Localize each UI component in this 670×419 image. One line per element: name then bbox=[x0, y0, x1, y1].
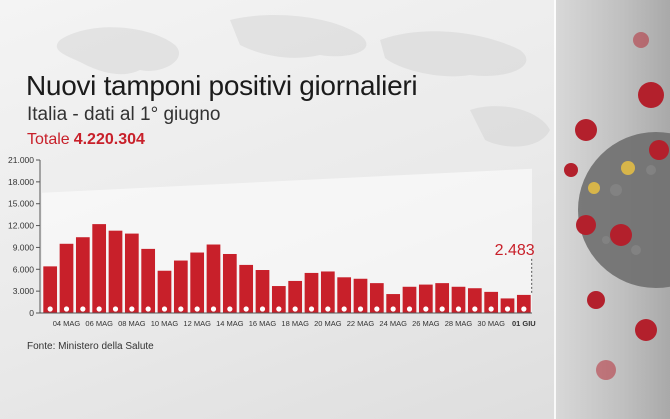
bar bbox=[222, 253, 237, 313]
x-tick-label: 30 MAG bbox=[477, 319, 505, 328]
bar-marker bbox=[357, 306, 364, 312]
bar-marker bbox=[472, 306, 478, 312]
source-note: Fonte: Ministero della Salute bbox=[27, 341, 154, 352]
panel-divider bbox=[554, 0, 556, 419]
bar bbox=[386, 294, 401, 313]
total-line: Totale 4.220.304 bbox=[27, 131, 145, 149]
bar bbox=[108, 230, 123, 313]
bar bbox=[418, 284, 433, 313]
virus-illustration bbox=[556, 0, 670, 419]
x-tick-label: 12 MAG bbox=[183, 319, 211, 328]
bar bbox=[320, 271, 335, 313]
bar bbox=[59, 243, 74, 313]
bar-marker bbox=[455, 306, 462, 312]
bar-marker bbox=[145, 306, 151, 312]
bar bbox=[369, 283, 384, 313]
x-tick-label: 24 MAG bbox=[379, 319, 407, 328]
bar bbox=[255, 270, 270, 313]
x-tick-label: 22 MAG bbox=[347, 319, 375, 328]
bar-marker bbox=[178, 306, 184, 312]
y-tick-label: 21.000 bbox=[8, 155, 34, 165]
x-tick-label: 26 MAG bbox=[412, 319, 440, 328]
bar-marker bbox=[259, 306, 266, 312]
bar bbox=[92, 224, 107, 313]
bar-marker bbox=[488, 306, 494, 312]
bar bbox=[516, 294, 531, 313]
bar-marker bbox=[504, 306, 511, 312]
y-tick-label: 3.000 bbox=[13, 286, 35, 296]
bar-marker bbox=[308, 306, 315, 312]
y-tick-label: 6.000 bbox=[13, 264, 35, 274]
bar bbox=[124, 233, 139, 313]
bar bbox=[141, 248, 156, 313]
bar-marker bbox=[390, 306, 396, 312]
bar-marker bbox=[63, 306, 70, 312]
x-tick-label: 06 MAG bbox=[85, 319, 113, 328]
bar bbox=[271, 286, 286, 313]
bar bbox=[75, 237, 90, 313]
bar bbox=[288, 280, 303, 313]
x-tick-label: 01 GIU bbox=[512, 319, 536, 328]
bar-marker bbox=[292, 306, 298, 312]
bar-marker bbox=[80, 306, 86, 312]
bar bbox=[190, 252, 205, 313]
chart-subtitle: Italia - dati al 1° giugno bbox=[27, 104, 221, 125]
bar-marker bbox=[439, 306, 445, 312]
total-value: 4.220.304 bbox=[73, 131, 145, 148]
bar bbox=[467, 288, 482, 313]
x-tick-label: 08 MAG bbox=[118, 319, 146, 328]
x-tick-label: 18 MAG bbox=[281, 319, 309, 328]
total-label: Totale bbox=[27, 131, 70, 148]
y-tick-label: 12.000 bbox=[8, 221, 34, 231]
bar-marker bbox=[96, 306, 102, 312]
x-tick-label: 04 MAG bbox=[53, 319, 81, 328]
bar bbox=[239, 264, 254, 313]
y-tick-label: 15.000 bbox=[8, 199, 34, 209]
x-tick-label: 10 MAG bbox=[151, 319, 179, 328]
chart-title: Nuovi tamponi positivi giornalieri bbox=[26, 70, 418, 101]
bar-marker bbox=[325, 306, 331, 312]
bar bbox=[484, 291, 499, 313]
bar-marker bbox=[243, 306, 249, 312]
bar-marker bbox=[161, 306, 168, 312]
bar-marker bbox=[406, 306, 413, 312]
x-tick-label: 20 MAG bbox=[314, 319, 342, 328]
x-tick-label: 16 MAG bbox=[249, 319, 277, 328]
bar bbox=[435, 283, 450, 313]
bar bbox=[206, 244, 221, 313]
bar bbox=[337, 277, 352, 313]
annotation-label: 2.483 bbox=[495, 242, 535, 259]
bar bbox=[353, 278, 368, 313]
bar-marker bbox=[129, 306, 135, 312]
bar-marker bbox=[521, 306, 527, 312]
y-tick-label: 18.000 bbox=[8, 177, 34, 187]
bar bbox=[402, 286, 417, 313]
bar-marker bbox=[112, 306, 119, 312]
bar-marker bbox=[341, 306, 347, 312]
bar-marker bbox=[374, 306, 380, 312]
bar-marker bbox=[276, 306, 282, 312]
bar-marker bbox=[423, 306, 429, 312]
bar bbox=[43, 266, 58, 313]
y-tick-label: 0 bbox=[29, 308, 34, 318]
bar bbox=[304, 272, 319, 313]
y-tick-label: 9.000 bbox=[13, 242, 35, 252]
bar bbox=[157, 270, 172, 313]
bar-chart: 0 3.000 6.000 9.000 12.000 15.000 18.000 21.000… bbox=[8, 155, 536, 328]
x-tick-label: 14 MAG bbox=[216, 319, 244, 328]
bar-marker bbox=[47, 306, 53, 312]
bar-marker bbox=[194, 306, 200, 312]
bar-marker bbox=[227, 306, 233, 312]
bar bbox=[451, 286, 466, 313]
bar bbox=[500, 298, 515, 313]
bar bbox=[173, 260, 188, 313]
bar-marker bbox=[210, 306, 217, 312]
x-tick-label: 28 MAG bbox=[445, 319, 473, 328]
